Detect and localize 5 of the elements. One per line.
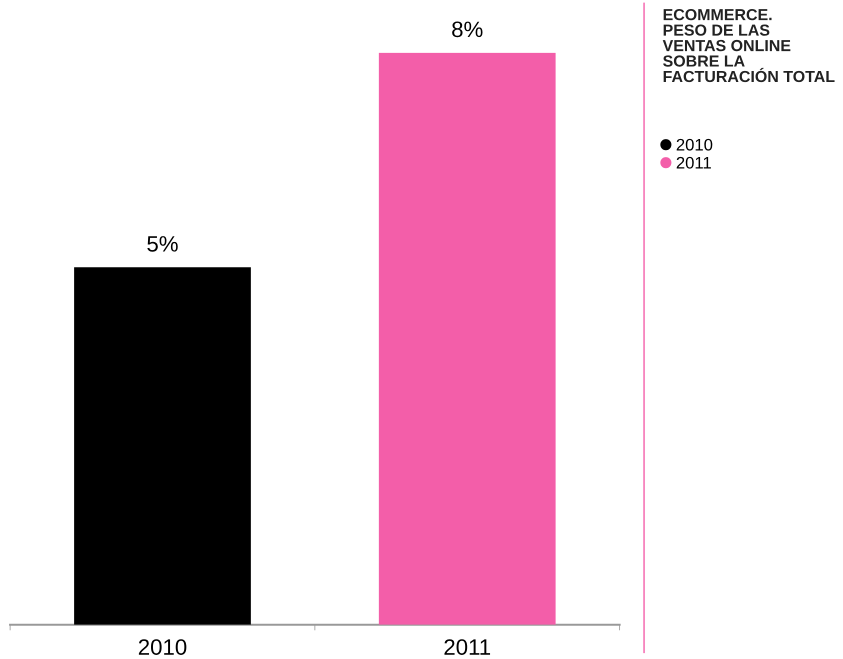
text: ECOMMERCE. PESO DE LAS VENTAS ONLINE SOBRE LA FACTURACIÓN TOTAL: [662, 8, 835, 82]
data-label: 8%: [452, 21, 482, 38]
data-label: 5%: [147, 236, 178, 252]
legend-label: 2010: [676, 138, 712, 151]
legend-label: 2011: [676, 156, 711, 169]
